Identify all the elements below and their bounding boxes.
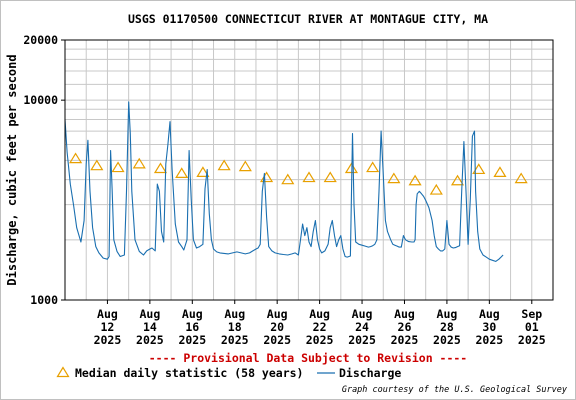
x-tick-year: 2025 [306,333,334,347]
x-tick-year: 2025 [518,333,546,347]
median-marker [302,171,316,183]
x-tick-day: 20 [270,320,284,334]
median-marker [175,167,189,179]
x-tick-day: 14 [143,320,157,334]
x-tick-month: Aug [352,307,373,321]
x-tick-day: 01 [525,320,539,334]
x-tick-year: 2025 [221,333,249,347]
x-tick-day: 18 [228,320,242,334]
median-marker [153,162,168,174]
x-tick-year: 2025 [391,333,419,347]
legend: Median daily statistic (58 years) Discha… [56,366,401,380]
legend-median-label: Median daily statistic (58 years) [75,366,303,380]
x-tick-month: Aug [267,307,288,321]
grid-lines [65,40,553,300]
provisional-notice: ---- Provisional Data Subject to Revisio… [149,351,468,365]
credit-text: Graph courtesy of the U.S. Geological Su… [342,385,568,395]
median-marker [514,172,528,184]
x-tick-year: 2025 [348,333,376,347]
discharge-line [64,101,504,262]
x-tick-month: Sep [521,307,542,321]
median-marker [472,163,486,175]
x-tick-year: 2025 [433,333,461,347]
x-tick-month: Aug [97,307,118,321]
x-tick-day: 28 [440,320,454,334]
y-tick-label: 10000 [23,93,58,107]
x-tick-year: 2025 [263,333,291,347]
x-tick-year: 2025 [178,333,206,347]
x-tick-day: 30 [482,320,496,334]
plot-series [64,101,528,262]
plot-frame [64,39,554,301]
median-marker [90,159,104,171]
median-marker [69,152,83,164]
x-tick-labels: Aug122025Aug142025Aug162025Aug182025Aug2… [94,300,546,347]
median-marker [408,174,422,186]
x-tick-day: 26 [398,320,412,334]
median-marker [196,166,210,178]
median-marker [238,160,252,172]
x-tick-year: 2025 [475,333,503,347]
x-tick-month: Aug [224,307,245,321]
y-tick-label: 1000 [30,293,58,307]
chart-title: USGS 01170500 CONNECTICUT RIVER AT MONTA… [128,12,488,26]
y-tick-label: 20000 [23,33,58,47]
median-marker [323,171,337,183]
x-tick-day: 12 [101,320,115,334]
x-tick-month: Aug [394,307,415,321]
median-marker [429,183,443,195]
x-tick-year: 2025 [136,333,164,347]
median-marker [132,157,146,169]
x-tick-month: Aug [182,307,203,321]
x-tick-month: Aug [309,307,330,321]
median-marker [281,173,295,185]
legend-median-marker [56,366,70,378]
x-tick-month: Aug [139,307,160,321]
median-marker [217,159,231,171]
x-tick-day: 16 [185,320,199,334]
y-axis-label: Discharge, cubic feet per second [5,54,19,285]
y-tick-labels: 1000 10000 20000 [23,33,65,307]
x-tick-month: Aug [437,307,458,321]
median-marker [111,161,125,173]
median-marker [366,161,380,173]
x-tick-day: 24 [355,320,369,334]
median-marker [493,166,507,178]
x-tick-month: Aug [479,307,500,321]
x-tick-day: 22 [313,320,327,334]
median-marker [450,174,465,186]
x-tick-year: 2025 [94,333,122,347]
median-marker [387,172,401,184]
legend-discharge-label: Discharge [339,366,401,380]
